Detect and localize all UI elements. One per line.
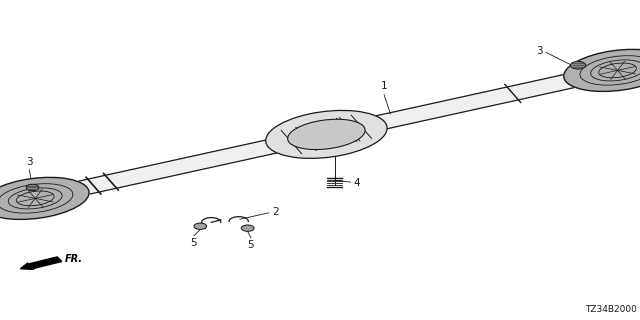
Text: 1: 1 (381, 82, 387, 92)
Text: 3: 3 (26, 157, 33, 167)
Polygon shape (79, 75, 574, 194)
Text: 2: 2 (272, 207, 278, 217)
Circle shape (26, 184, 39, 191)
Ellipse shape (266, 110, 387, 158)
Circle shape (241, 225, 254, 231)
Text: FR.: FR. (65, 254, 83, 264)
Polygon shape (281, 115, 372, 154)
Circle shape (194, 223, 207, 229)
Text: 4: 4 (354, 178, 360, 188)
Text: 3: 3 (536, 46, 543, 56)
Text: TZ34B2000: TZ34B2000 (585, 305, 637, 314)
Text: 5: 5 (191, 238, 197, 248)
FancyArrow shape (20, 257, 62, 269)
Circle shape (570, 61, 586, 69)
Ellipse shape (287, 119, 365, 149)
Ellipse shape (0, 177, 89, 220)
Text: 5: 5 (248, 240, 254, 250)
Ellipse shape (564, 49, 640, 92)
